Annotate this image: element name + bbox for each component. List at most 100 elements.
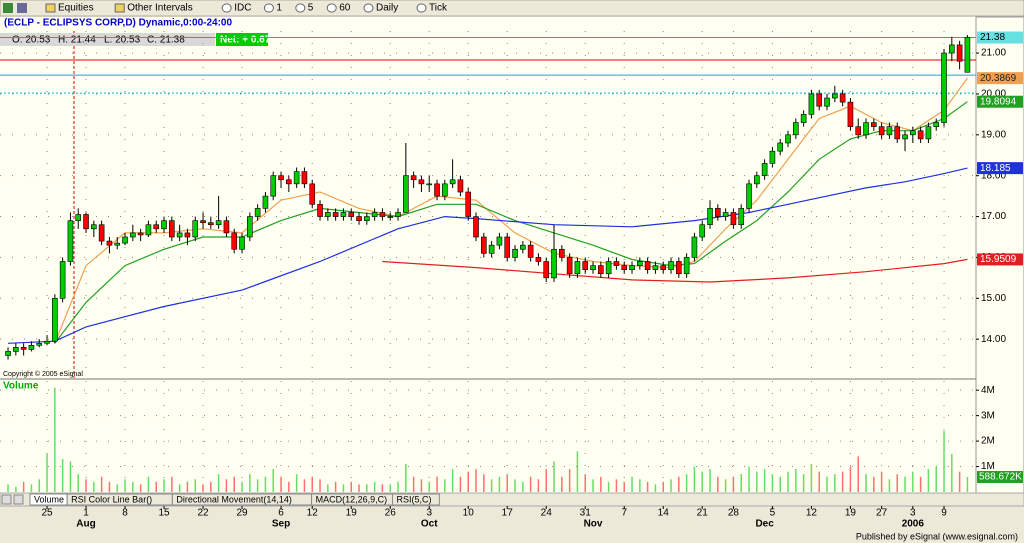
candle-body (847, 101, 854, 127)
x-tick-label: 25 (41, 508, 53, 519)
candle-body (746, 183, 752, 209)
candle-body (67, 220, 74, 262)
candle-body (91, 224, 97, 230)
candle-body (917, 130, 924, 140)
toolbar-icon[interactable] (3, 3, 13, 13)
x-tick-label: 14 (658, 508, 670, 519)
candle-body (465, 191, 472, 217)
candle-body (496, 236, 503, 246)
scroll-button[interactable] (13, 494, 24, 505)
candle-body (340, 212, 347, 217)
x-tick-label: 26 (385, 508, 397, 519)
toolbar-button[interactable]: 1 (276, 3, 282, 14)
x-tick-label: 19 (346, 508, 358, 519)
candle-body (910, 130, 916, 136)
candle-body (176, 232, 183, 238)
candle-body (36, 342, 43, 346)
candle-body (816, 93, 823, 107)
x-tick-label: 24 (541, 508, 553, 519)
indicator-tab-label[interactable]: MACD(12,26,9,C) (316, 494, 388, 504)
toolbar-button[interactable]: IDC (234, 3, 251, 14)
panel-title: Volume (3, 381, 39, 392)
toolbar-button[interactable]: Tick (429, 3, 448, 14)
x-tick-label: 5 (770, 508, 776, 519)
toolbar-button[interactable]: Equities (58, 3, 94, 14)
month-label: Aug (76, 519, 95, 530)
candle-body (699, 224, 706, 238)
moving-average-line (7, 167, 968, 344)
toolbar-button[interactable]: 60 (339, 3, 351, 14)
toolbar-button-icon[interactable] (363, 3, 374, 13)
candle-body (722, 212, 729, 217)
ohlc-high: H: 21.44 (58, 35, 96, 46)
toolbar-button-icon[interactable] (326, 3, 337, 13)
candle-body (956, 44, 963, 62)
indicator-tab-label[interactable]: RSI Color Line Bar() (71, 494, 152, 504)
toolbar-button-icon[interactable] (416, 3, 427, 13)
candle-body (824, 97, 830, 107)
net-change: Net: + 0.67 (220, 35, 271, 46)
candle-body (254, 208, 261, 217)
y-tick-label: 2M (981, 436, 995, 447)
moving-average-line (382, 258, 968, 283)
candle-body (426, 183, 433, 186)
candle-body (785, 134, 791, 144)
candle-body (660, 265, 667, 270)
candle-body (808, 93, 815, 115)
toolbar-button-icon[interactable] (221, 3, 232, 13)
toolbar-button-icon[interactable] (263, 3, 274, 13)
x-tick-label: 7 (621, 508, 627, 519)
candle-body (652, 265, 659, 270)
candle-body (161, 220, 167, 230)
ohlc-open: O: 20.53 (12, 35, 51, 46)
candle-body (348, 212, 355, 217)
y-tick-label: 17.00 (981, 211, 1006, 222)
y-tick-label: 15.00 (981, 293, 1006, 304)
candle-body (28, 345, 35, 350)
toolbar-button[interactable]: 5 (308, 3, 314, 14)
month-label: Nov (584, 519, 603, 530)
month-label: Sep (272, 519, 290, 530)
candle-body (278, 175, 284, 181)
indicator-value-label-box (977, 95, 1023, 108)
candle-body (543, 261, 550, 279)
candle-body (457, 179, 464, 193)
toolbar-button-icon[interactable] (295, 3, 306, 13)
volume-value-box (977, 471, 1023, 484)
toolbar-button[interactable]: Other Intervals (127, 3, 193, 14)
candle-body (192, 220, 199, 238)
x-tick-label: 8 (122, 508, 128, 519)
candle-body (863, 122, 869, 136)
x-tick-label: 3 (426, 508, 432, 519)
candle-body (262, 195, 269, 209)
candle-body (44, 340, 50, 344)
toolbar-icon[interactable] (17, 3, 27, 13)
toolbar-button-icon[interactable] (114, 3, 125, 13)
candle-body (559, 248, 565, 258)
indicator-tab-label[interactable]: RSI(5,C) (396, 494, 431, 504)
plot-bg (0, 17, 976, 493)
indicator-tab-label[interactable]: Volume (34, 494, 64, 504)
candle-body (325, 212, 331, 217)
toolbar-button[interactable]: Daily (376, 3, 398, 14)
candle-body (356, 216, 362, 221)
last-price-label-box (977, 31, 1023, 44)
x-tick-label: 12 (806, 508, 818, 519)
x-tick-label: 28 (728, 508, 740, 519)
candle-body (691, 236, 698, 258)
indicator-tab-label[interactable]: Directional Movement(14,14) (176, 494, 292, 504)
indicator-tab[interactable] (391, 493, 440, 506)
toolbar-button-icon[interactable] (45, 3, 56, 13)
candle-body (5, 351, 11, 356)
candle-body (949, 44, 955, 54)
candle-body (114, 242, 121, 246)
candle-body (941, 52, 947, 123)
candle-body (449, 179, 456, 185)
scroll-button[interactable] (1, 494, 12, 505)
x-tick-label: 15 (158, 508, 170, 519)
indicator-value-label: 18.185 (980, 163, 1011, 174)
candle-body (613, 261, 620, 266)
symbol-title: (ECLP - ECLIPSYS CORP,D) Dynamic,0:00-24… (4, 18, 232, 29)
y-tick-label: 19.00 (981, 129, 1006, 140)
